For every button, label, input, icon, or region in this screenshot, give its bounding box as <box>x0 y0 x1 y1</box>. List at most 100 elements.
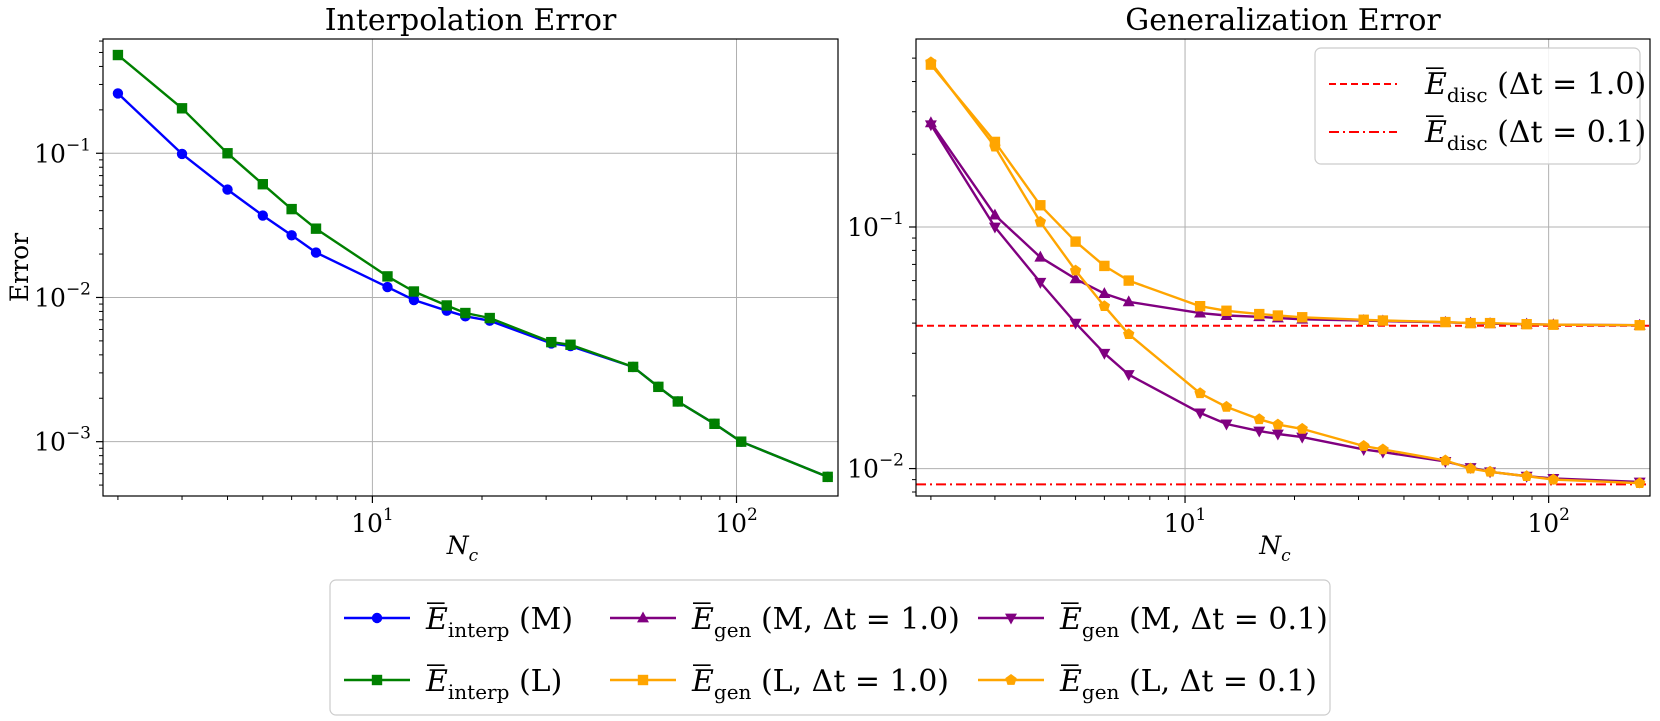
series-line <box>117 54 829 479</box>
data-point <box>310 247 322 258</box>
data-point <box>441 300 452 311</box>
data-point <box>1253 413 1265 425</box>
data-point <box>1221 305 1232 316</box>
x-tick-label: 102 <box>715 505 758 538</box>
data-point <box>1464 462 1477 474</box>
data-point <box>484 312 495 324</box>
data-point <box>176 103 188 114</box>
x-axis-label: Nc <box>1258 531 1291 566</box>
series-2 <box>112 49 833 483</box>
panel-1: 101 102 10−1 10−2 10−3 Interpolation Error Nc E… <box>5 3 839 566</box>
chart-title: Interpolation Error <box>325 3 617 38</box>
data-point <box>1123 275 1134 286</box>
series-line <box>929 124 1640 484</box>
data-point <box>1253 426 1266 438</box>
data-point <box>925 56 937 68</box>
data-point <box>222 184 233 195</box>
legend-entry-1: Einterp (M) <box>344 602 573 642</box>
legend-label-2-text: Einterp (L) <box>425 664 562 704</box>
data-point <box>382 281 393 293</box>
data-point <box>112 88 124 99</box>
legend-entry-6: Egen (L, Δt = 0.1) <box>978 664 1317 704</box>
minor-ticks <box>912 57 1533 500</box>
data-point <box>1377 443 1389 455</box>
inset-legend: Edisc (Δt = 1.0) Edisc (Δt = 0.1) <box>1314 47 1646 165</box>
legend-marker <box>371 674 383 686</box>
data-point <box>408 286 420 297</box>
data-point <box>1194 306 1207 318</box>
plot-area <box>916 56 1650 489</box>
data-point <box>1439 454 1452 466</box>
data-point <box>565 339 576 350</box>
data-point <box>988 208 1001 220</box>
data-point <box>1069 264 1082 276</box>
legend-label-5: Egen (M, Δt = 0.1) <box>1059 602 1328 642</box>
legend-label-1-text: Einterp (M) <box>425 602 573 642</box>
data-point <box>1098 348 1111 360</box>
data-point <box>1070 236 1081 247</box>
x-tick-label: 102 <box>1527 505 1570 538</box>
data-point <box>1122 370 1135 382</box>
data-point <box>1440 316 1451 328</box>
legend-label-6-text: Egen (L, Δt = 0.1) <box>1059 664 1317 704</box>
data-point <box>1465 317 1476 329</box>
series-2 <box>924 120 1646 489</box>
data-point <box>1098 287 1111 299</box>
x-tick-label: 101 <box>1164 505 1207 538</box>
data-point <box>1220 400 1233 412</box>
data-point <box>1484 465 1496 477</box>
legend-marker <box>637 611 649 623</box>
data-point <box>546 336 557 348</box>
legend-entry-2: Einterp (L) <box>344 664 562 704</box>
legend-marker <box>371 612 383 624</box>
inset-legend-box <box>1314 47 1641 165</box>
data-point <box>1296 432 1309 444</box>
y-tick-label: 10−2 <box>34 279 91 312</box>
data-point <box>1123 328 1135 340</box>
legend-entry-3: Egen (M, Δt = 1.0) <box>610 602 960 642</box>
data-point <box>1634 477 1646 489</box>
legend-label-3-text: Egen (M, Δt = 1.0) <box>691 602 960 642</box>
legend-box <box>329 579 1331 716</box>
data-point <box>1358 314 1369 325</box>
y-tick-label: 10−3 <box>34 424 91 457</box>
data-point <box>1035 200 1046 211</box>
data-point <box>1122 295 1135 307</box>
chart-title: Generalization Error <box>1125 3 1441 38</box>
legend-entry-5: Egen (M, Δt = 0.1) <box>978 602 1328 642</box>
y-tick-label: 10−1 <box>34 135 91 168</box>
data-point <box>382 271 393 282</box>
data-point <box>1034 250 1047 262</box>
data-point <box>988 222 1001 234</box>
data-point <box>286 230 297 241</box>
legend-label-6: Egen (L, Δt = 0.1) <box>1059 664 1317 704</box>
legend-marker <box>1005 674 1017 685</box>
data-point <box>1194 301 1206 312</box>
x-axis-label: Nc <box>446 531 479 566</box>
data-point <box>1521 318 1532 330</box>
plot-area <box>112 49 833 483</box>
axes-frame <box>102 38 839 497</box>
series-4 <box>925 56 1646 489</box>
legend-label-4: Egen (L, Δt = 1.0) <box>691 664 949 704</box>
data-point <box>1272 418 1284 430</box>
axes-frame <box>915 38 1651 497</box>
legend-label-5-text: Egen (M, Δt = 0.1) <box>1059 602 1328 642</box>
data-point <box>1069 318 1082 330</box>
legend-marker <box>1005 613 1017 625</box>
inset-legend-entry-2: Edisc (Δt = 0.1) <box>1424 115 1646 155</box>
data-point <box>1377 315 1389 326</box>
data-point <box>286 203 297 215</box>
data-point <box>1520 470 1533 482</box>
data-point <box>1034 277 1047 289</box>
legend-entry-4: Egen (L, Δt = 1.0) <box>610 664 949 704</box>
data-point <box>1358 440 1370 451</box>
inset-legend-entry-1: Edisc (Δt = 1.0) <box>1424 67 1646 107</box>
data-point <box>1296 422 1308 434</box>
legend-label-2: Einterp (L) <box>425 664 562 704</box>
data-point <box>112 49 124 61</box>
data-point <box>460 307 471 319</box>
inset-legend-entry-1-text: Edisc (Δt = 1.0) <box>1424 67 1646 107</box>
data-point <box>1272 310 1284 321</box>
